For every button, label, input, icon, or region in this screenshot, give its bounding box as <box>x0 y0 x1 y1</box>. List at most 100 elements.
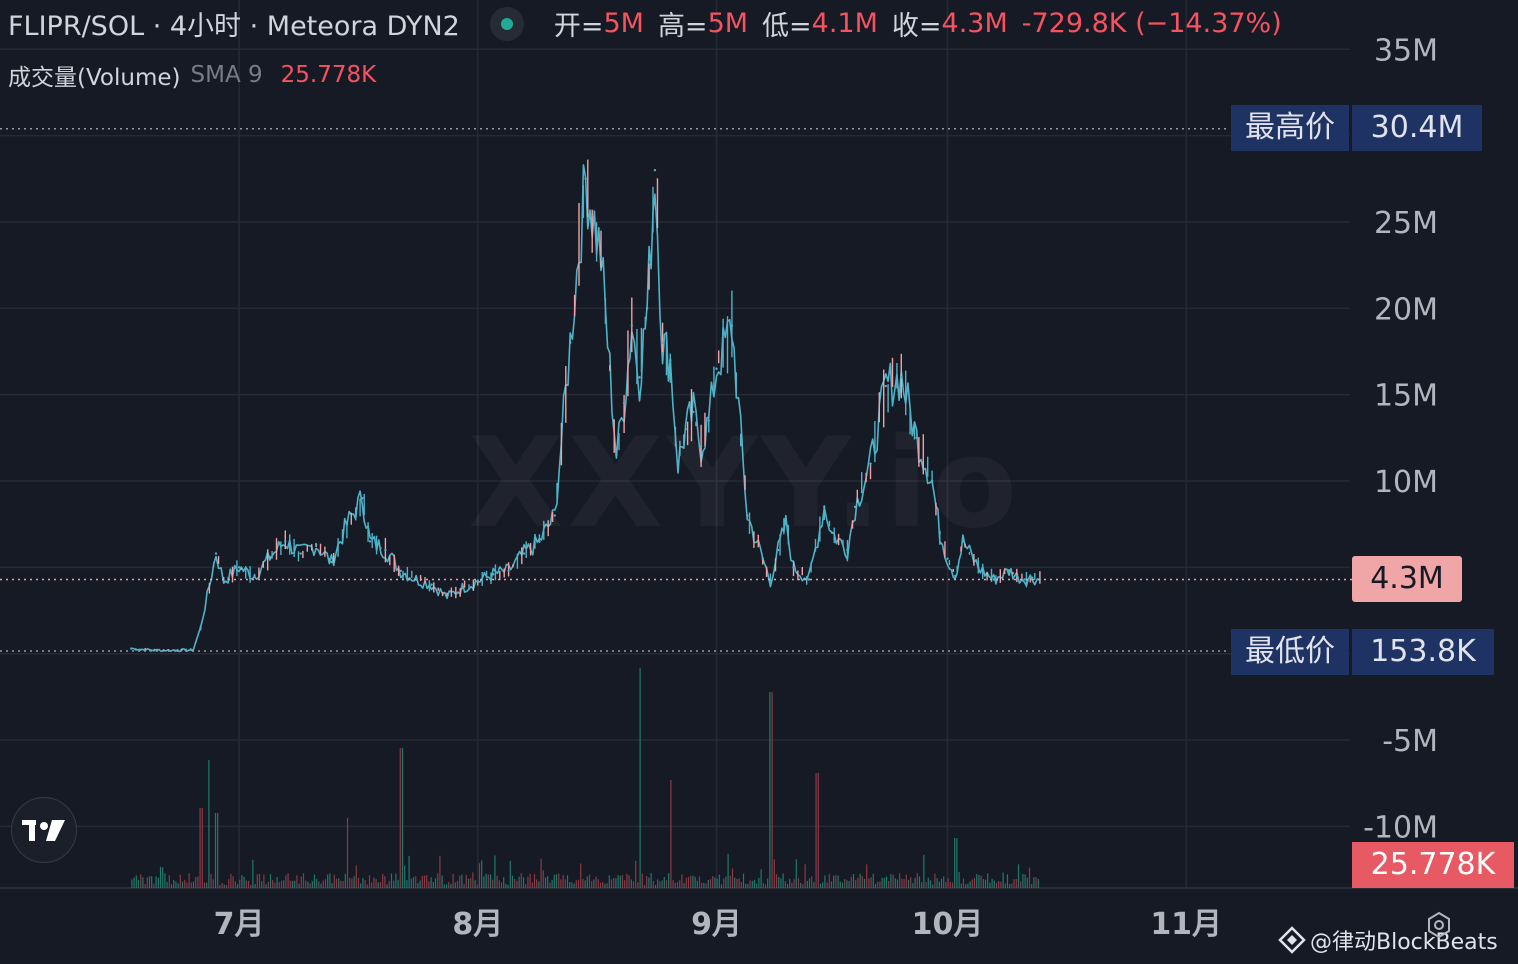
volume-bar <box>197 876 199 888</box>
volume-bar <box>731 868 734 888</box>
volume-bar <box>714 877 716 888</box>
volume-bar <box>239 879 241 888</box>
volume-bar <box>509 860 511 888</box>
data-point <box>284 540 287 543</box>
data-point <box>954 574 957 578</box>
max-price-value-tag: 30.4M <box>1352 105 1482 151</box>
volume-bar <box>786 884 789 888</box>
volume-bar <box>360 883 362 888</box>
volume-bar <box>701 882 703 888</box>
volume-bar <box>580 863 582 888</box>
volume-bar <box>562 875 564 888</box>
volume-bar <box>322 880 324 888</box>
data-point <box>253 574 256 578</box>
volume-bar <box>712 875 714 888</box>
volume-bar <box>894 878 896 888</box>
volume-bar <box>951 882 954 888</box>
settings-icon[interactable] <box>1424 910 1454 940</box>
data-point <box>853 505 857 509</box>
volume-bar <box>907 879 910 888</box>
volume-bar <box>342 881 344 888</box>
close-label: 收= <box>891 11 942 42</box>
volume-bar <box>962 878 965 888</box>
volume-bar <box>289 880 291 888</box>
volume-bar <box>294 880 296 888</box>
volume-bar <box>709 879 712 888</box>
volume-bar <box>903 879 905 888</box>
volume-bar <box>1002 872 1004 888</box>
data-point <box>900 376 903 379</box>
volume-bar <box>1028 867 1031 888</box>
tradingview-logo-button[interactable] <box>11 797 77 863</box>
volume-bar <box>705 883 707 888</box>
data-point <box>746 514 749 517</box>
chart-axes: 35M 25M 20M 15M 10M -5M -10M 7月 8月 9月 10月 11月 <box>214 33 1438 942</box>
volume-bar <box>1031 884 1033 888</box>
status-dot-icon[interactable] <box>489 6 524 41</box>
data-point <box>946 557 949 560</box>
volume-bar <box>478 863 481 888</box>
volume-bar <box>863 878 866 888</box>
volume-bar <box>780 878 782 888</box>
data-point <box>538 540 541 543</box>
volume-bar <box>993 880 995 888</box>
volume-bar <box>155 876 157 888</box>
volume-bar <box>421 875 423 888</box>
data-point <box>792 566 795 569</box>
data-point <box>584 177 587 180</box>
volume-bar <box>1024 874 1026 888</box>
volume-bar <box>148 876 151 888</box>
volume-bar <box>621 875 624 888</box>
volume-bar <box>617 875 619 888</box>
data-point <box>214 552 218 555</box>
data-point <box>492 573 495 576</box>
volume-bar <box>1035 877 1037 888</box>
volume-bar <box>291 880 294 888</box>
data-point <box>961 540 965 543</box>
volume-bar <box>652 881 654 888</box>
volume-bar <box>564 879 566 888</box>
x-tick-label: 9月 <box>691 907 742 942</box>
volume-bar <box>852 873 855 888</box>
volume-bar <box>1013 879 1015 888</box>
volume-bar <box>650 873 652 888</box>
low-label: 低= <box>762 11 812 42</box>
open-value: 5M <box>603 8 644 39</box>
volume-bar <box>333 874 335 888</box>
volume-bar <box>527 876 529 888</box>
volume-bar <box>256 874 258 888</box>
data-point <box>1031 576 1034 579</box>
volume-bar <box>707 880 709 888</box>
volume-bar <box>483 876 485 888</box>
volume-bar <box>800 882 802 888</box>
volume-bar <box>874 884 877 888</box>
volume-bar <box>302 873 305 888</box>
volume-bar <box>980 875 982 888</box>
symbol-title[interactable]: FLIPR/SOL · 4小时 · Meteora DYN2 <box>8 11 460 42</box>
volume-bar <box>681 874 683 888</box>
volume-label[interactable]: 成交量(Volume) <box>8 65 181 91</box>
volume-bar <box>265 884 267 888</box>
volume-bar <box>465 874 467 888</box>
volume-bar <box>967 883 969 888</box>
volume-bar <box>729 875 731 888</box>
volume-bar <box>866 864 868 888</box>
volume-bar <box>775 874 778 888</box>
volume-bar <box>793 879 795 888</box>
volume-bar <box>443 884 445 888</box>
volume-bar <box>415 876 417 888</box>
volume-bar <box>718 874 720 888</box>
volume-bar <box>927 877 929 888</box>
volume-bar <box>943 876 945 888</box>
volume-bar <box>670 780 672 888</box>
volume-bar <box>151 876 153 888</box>
volume-bar <box>593 879 595 888</box>
volume-bar <box>553 874 555 888</box>
volume-bar <box>298 883 300 888</box>
volume-bar <box>318 881 320 888</box>
volume-sma-tag: 25.778K <box>1352 842 1514 888</box>
volume-bar <box>661 880 663 888</box>
volume-bar <box>162 867 164 888</box>
data-point <box>361 497 364 500</box>
